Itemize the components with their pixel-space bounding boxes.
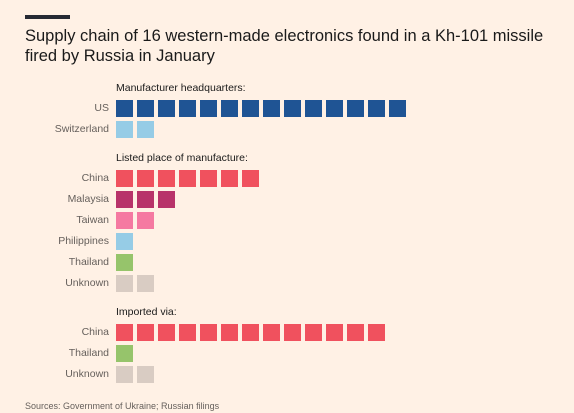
unit-square — [116, 275, 133, 292]
unit-square — [116, 121, 133, 138]
unit-square — [305, 324, 322, 341]
unit-square — [158, 324, 175, 341]
row-label: Thailand — [68, 347, 109, 359]
unit-square — [284, 324, 301, 341]
unit-square — [158, 100, 175, 117]
unit-square — [242, 324, 259, 341]
unit-square — [116, 254, 133, 271]
unit-square — [137, 170, 154, 187]
section-title: Listed place of manufacture: — [116, 152, 248, 164]
unit-square — [116, 233, 133, 250]
unit-square — [158, 170, 175, 187]
unit-square — [347, 324, 364, 341]
unit-square — [116, 100, 133, 117]
row-label: China — [81, 326, 109, 338]
unit-square — [179, 324, 196, 341]
unit-square — [347, 100, 364, 117]
row-label: Philippines — [58, 235, 109, 247]
chart-title: Supply chain of 16 western-made electron… — [25, 27, 544, 65]
unit-square — [158, 191, 175, 208]
unit-square — [137, 324, 154, 341]
unit-square — [137, 100, 154, 117]
source-note: Sources: Government of Ukraine; Russian … — [25, 401, 220, 411]
row-label: Switzerland — [54, 123, 109, 135]
row-label: Unknown — [65, 368, 109, 380]
row-label: China — [81, 172, 109, 184]
row-label: Malaysia — [67, 193, 109, 205]
title-rule — [25, 15, 70, 19]
section-title: Imported via: — [116, 306, 177, 318]
unit-square — [200, 324, 217, 341]
unit-square — [137, 191, 154, 208]
unit-square — [389, 100, 406, 117]
row-label: Taiwan — [76, 214, 109, 226]
unit-square — [221, 324, 238, 341]
unit-square — [179, 100, 196, 117]
unit-square — [242, 170, 259, 187]
unit-square — [368, 100, 385, 117]
unit-square — [116, 345, 133, 362]
row-label: Unknown — [65, 277, 109, 289]
row-label: Thailand — [68, 256, 109, 268]
unit-square — [221, 170, 238, 187]
unit-square — [179, 170, 196, 187]
unit-square — [116, 324, 133, 341]
unit-square — [263, 324, 280, 341]
unit-square — [305, 100, 322, 117]
unit-square — [263, 100, 280, 117]
unit-square — [137, 275, 154, 292]
unit-square — [137, 366, 154, 383]
unit-square — [116, 366, 133, 383]
unit-square — [326, 324, 343, 341]
unit-square — [116, 191, 133, 208]
unit-square — [116, 170, 133, 187]
unit-square — [200, 100, 217, 117]
unit-square — [242, 100, 259, 117]
unit-square — [116, 212, 133, 229]
unit-square — [200, 170, 217, 187]
unit-square — [326, 100, 343, 117]
unit-square — [368, 324, 385, 341]
unit-square — [137, 121, 154, 138]
row-label: US — [94, 102, 109, 114]
unit-square — [221, 100, 238, 117]
section-title: Manufacturer headquarters: — [116, 82, 246, 94]
unit-square — [284, 100, 301, 117]
unit-square — [137, 212, 154, 229]
